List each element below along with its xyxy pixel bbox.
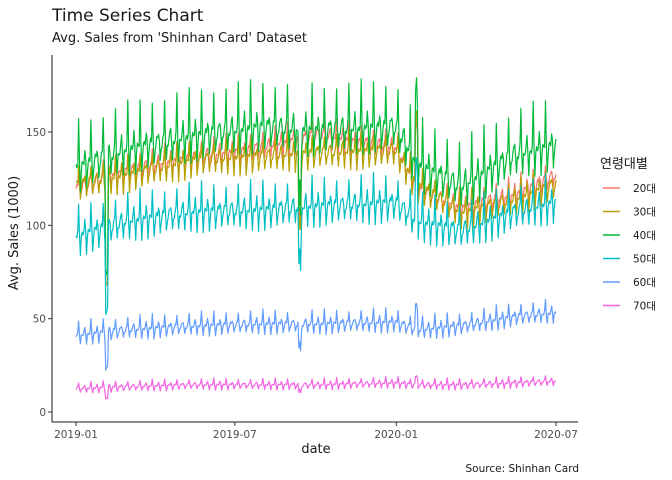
legend-label: 20대 xyxy=(633,183,656,195)
legend-label: 60대 xyxy=(633,277,656,289)
chart-caption: Source: Shinhan Card xyxy=(466,463,579,475)
legend-label: 40대 xyxy=(633,230,656,242)
legend-label: 30대 xyxy=(633,207,656,219)
axes: 0 50 100 150 2019-01 2019-07 2020-01 2020-07 xyxy=(26,55,578,441)
series-line xyxy=(75,77,557,276)
y-tick-label: 0 xyxy=(39,407,46,419)
plot-area xyxy=(75,77,557,400)
legend: 연령대별 20대 30대 40대 50대 60대 70대 xyxy=(600,157,656,313)
chart-title: Time Series Chart xyxy=(51,6,204,26)
x-tick-label: 2019-07 xyxy=(213,429,257,441)
chart-subtitle: Avg. Sales from 'Shinhan Card' Dataset xyxy=(52,31,307,46)
x-axis-title: date xyxy=(301,442,330,457)
y-tick-label: 150 xyxy=(26,127,46,139)
y-tick-label: 100 xyxy=(26,220,46,232)
legend-label: 50대 xyxy=(633,254,656,266)
x-tick-label: 2019-01 xyxy=(54,429,98,441)
legend-title: 연령대별 xyxy=(600,157,648,172)
series-line xyxy=(75,375,557,400)
series-line xyxy=(75,298,557,371)
series-line xyxy=(75,157,557,316)
x-tick-label: 2020-07 xyxy=(534,429,578,441)
y-axis-title: Avg. Sales (1000) xyxy=(7,176,22,290)
series-line xyxy=(75,110,557,286)
y-tick-label: 50 xyxy=(33,314,46,326)
legend-label: 70대 xyxy=(633,301,656,313)
series-line xyxy=(75,118,557,285)
x-tick-label: 2020-01 xyxy=(374,429,418,441)
